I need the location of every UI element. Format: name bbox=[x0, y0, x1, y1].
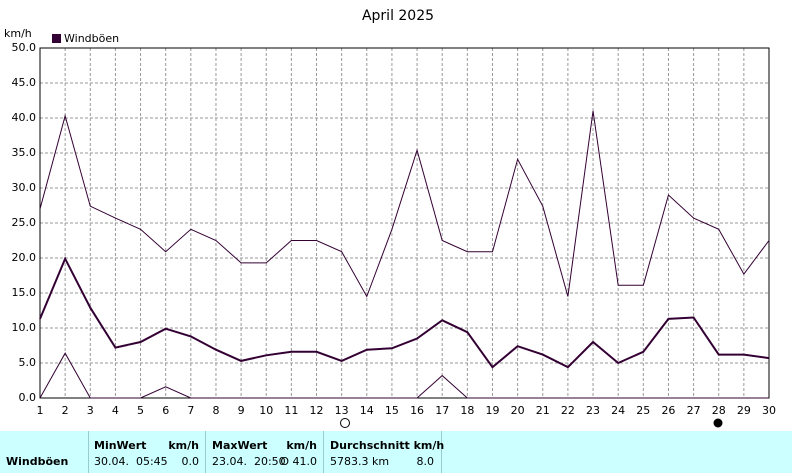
x-tick-label: 20 bbox=[511, 404, 525, 417]
header-cell: km/h bbox=[286, 439, 317, 452]
x-tick-label: 13 bbox=[335, 404, 349, 417]
x-tick-label: 6 bbox=[162, 404, 169, 417]
x-tick-label: 26 bbox=[661, 404, 675, 417]
x-tick-label: 30 bbox=[762, 404, 776, 417]
series-line bbox=[39, 352, 769, 399]
x-tick-label: 14 bbox=[360, 404, 374, 417]
x-tick-label: 27 bbox=[687, 404, 701, 417]
x-tick-label: 10 bbox=[259, 404, 273, 417]
y-tick-label: 15.0 bbox=[12, 286, 37, 299]
header-cell: MaxWert bbox=[212, 439, 268, 452]
y-tick-label: 35.0 bbox=[12, 146, 37, 159]
chart-title: April 2025 bbox=[362, 8, 434, 24]
y-tick-label: 0.0 bbox=[19, 391, 37, 404]
x-tick-label: 22 bbox=[561, 404, 575, 417]
series-line bbox=[39, 110, 770, 298]
value-cell: 23.04. 20:50 bbox=[212, 455, 286, 468]
chart: April 2025 km/h Windböen 0.0 5.0 10.0 15.0 2… bbox=[4, 8, 776, 428]
y-tick-label: 50.0 bbox=[12, 41, 37, 54]
legend-label: Windböen bbox=[64, 32, 119, 45]
x-tick-label: 15 bbox=[385, 404, 399, 417]
x-tick-label: 5 bbox=[137, 404, 144, 417]
x-tick-label: 28 bbox=[712, 404, 726, 417]
x-tick-label: 9 bbox=[238, 404, 245, 417]
plot-background bbox=[39, 47, 770, 399]
x-tick-label: 19 bbox=[485, 404, 499, 417]
cell-border bbox=[206, 431, 324, 473]
header-cell: Durchschnitt km/h bbox=[330, 439, 445, 452]
y-axis-label: km/h bbox=[4, 27, 32, 40]
cell-border bbox=[0, 431, 89, 473]
y-tick-label: 45.0 bbox=[12, 76, 37, 89]
legend-swatch bbox=[52, 34, 61, 43]
y-tick-label: 20.0 bbox=[12, 251, 37, 264]
y-tick-label: 5.0 bbox=[19, 356, 37, 369]
moon-icon bbox=[713, 418, 723, 428]
header-cell: MinWert bbox=[94, 439, 147, 452]
x-tick-label: 23 bbox=[586, 404, 600, 417]
x-tick-label: 11 bbox=[284, 404, 298, 417]
x-tick-label: 16 bbox=[410, 404, 424, 417]
x-tick-label: 25 bbox=[636, 404, 650, 417]
x-tick-label: 29 bbox=[737, 404, 751, 417]
moon-icon bbox=[340, 418, 350, 428]
x-tick-label: 4 bbox=[112, 404, 119, 417]
x-tick-label: 12 bbox=[310, 404, 324, 417]
x-tick-label: 7 bbox=[187, 404, 194, 417]
y-tick-label: 10.0 bbox=[12, 321, 37, 334]
x-tick-label: 3 bbox=[87, 404, 94, 417]
value-cell: 0.0 bbox=[181, 455, 200, 468]
y-tick-label: 30.0 bbox=[12, 181, 37, 194]
summary-table: Windböen MinWert km/h MaxWert km/h Durchschni… bbox=[0, 431, 792, 473]
x-tick-label: 1 bbox=[37, 404, 44, 417]
x-tick-label: 21 bbox=[536, 404, 550, 417]
x-tick-label: 18 bbox=[460, 404, 474, 417]
cell-border bbox=[88, 431, 206, 473]
cell-border bbox=[324, 431, 442, 473]
value-cell: 8.0 bbox=[416, 455, 435, 468]
x-tick-label: 8 bbox=[212, 404, 219, 417]
series-line bbox=[39, 256, 770, 369]
y-tick-label: 40.0 bbox=[12, 111, 37, 124]
row-label: Windböen bbox=[6, 455, 69, 468]
value-cell: O 41.0 bbox=[280, 455, 317, 468]
y-tick-label: 25.0 bbox=[12, 216, 37, 229]
header-cell: km/h bbox=[168, 439, 199, 452]
value-cell: 30.04. 05:45 bbox=[94, 455, 168, 468]
x-tick-label: 17 bbox=[435, 404, 449, 417]
value-cell: 5783.3 km bbox=[330, 455, 390, 468]
x-tick-label: 24 bbox=[611, 404, 625, 417]
x-tick-label: 2 bbox=[62, 404, 69, 417]
